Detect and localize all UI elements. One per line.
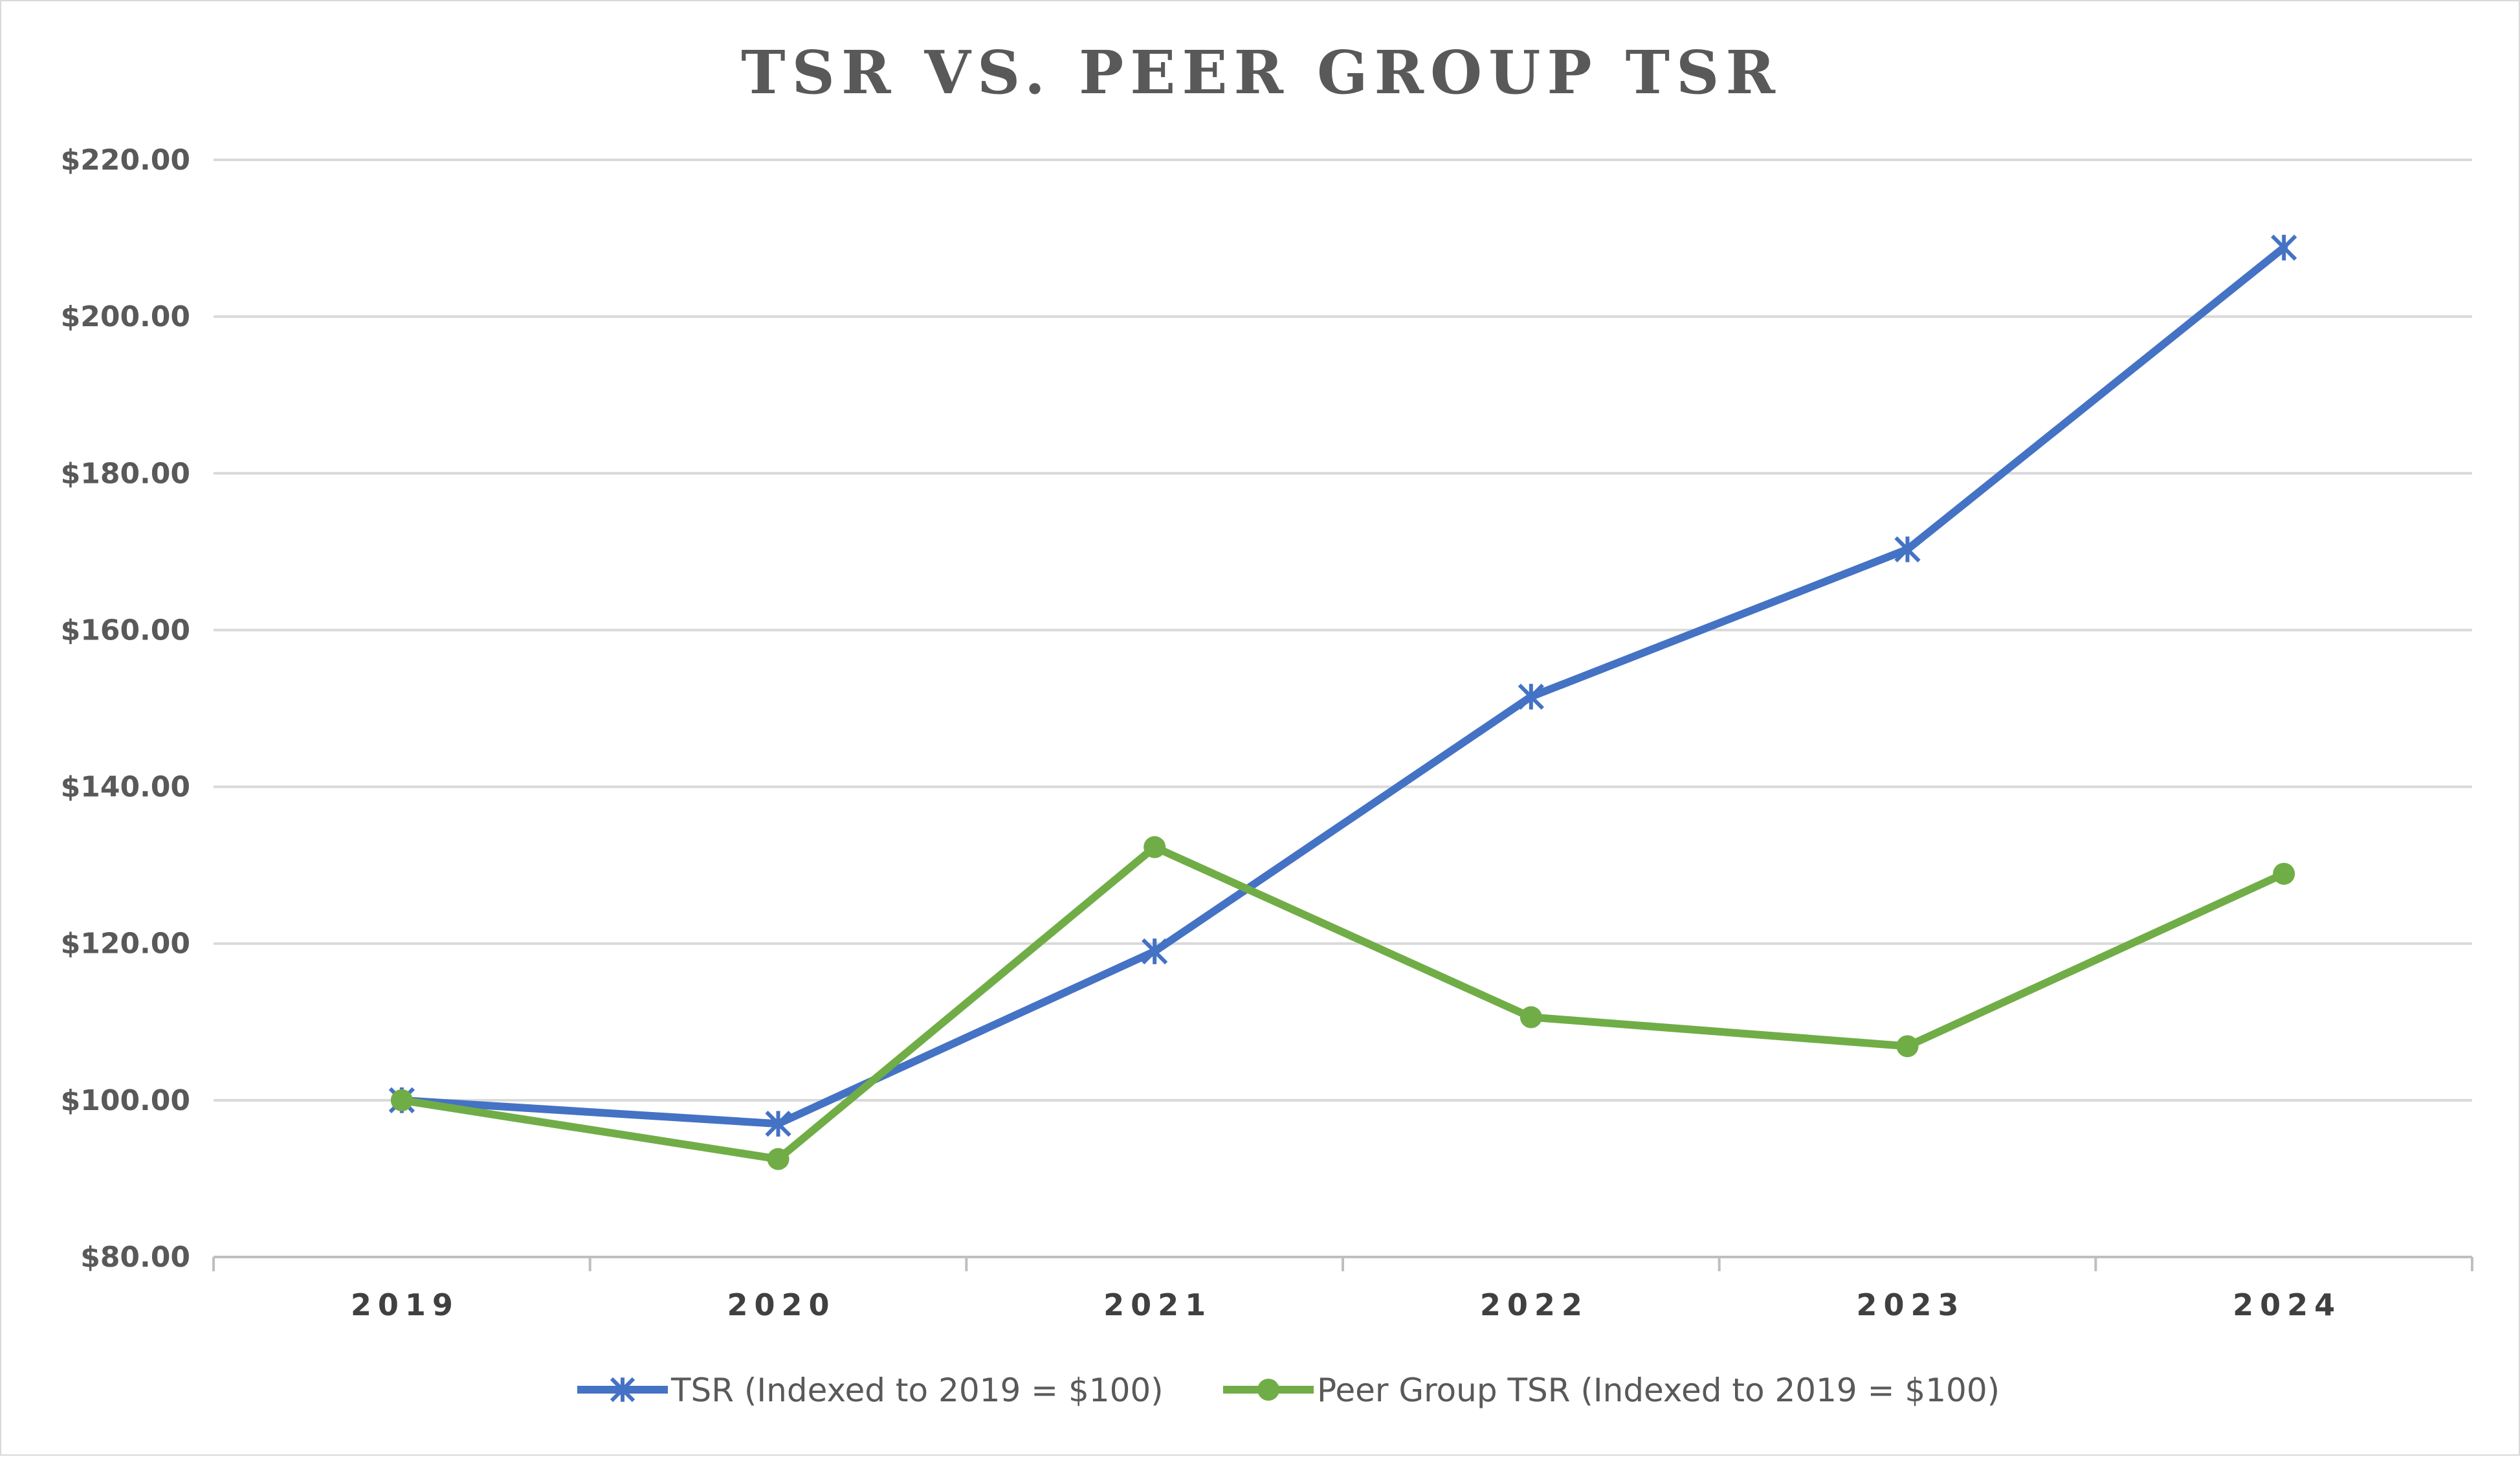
data-point-marker xyxy=(1142,938,1168,964)
data-point-marker xyxy=(1144,836,1166,858)
series-peer-group-tsr xyxy=(390,836,2295,1170)
series-line xyxy=(397,843,2288,1163)
x-axis xyxy=(212,1256,2473,1271)
y-axis-tick-labels: $80.00 $100.00 $120.00 $140.00 $160.00 $180.0… xyxy=(61,144,190,1274)
legend-swatch-marker xyxy=(1257,1379,1279,1401)
x-axis-tick-labels: 2019 2020 2021 2022 2023 2024 xyxy=(351,1287,2341,1322)
legend-item: TSR (Indexed to 2019 = $100) xyxy=(577,1372,1164,1409)
data-point-marker xyxy=(390,1089,413,1111)
y-tick-label: $140.00 xyxy=(61,771,190,804)
gridlines xyxy=(214,159,2472,1258)
legend-label: TSR (Indexed to 2019 = $100) xyxy=(670,1372,1164,1409)
y-tick-label: $180.00 xyxy=(61,457,190,490)
series-line xyxy=(397,243,2288,1128)
legend-item: Peer Group TSR (Indexed to 2019 = $100) xyxy=(1223,1372,2000,1409)
data-point-marker xyxy=(1518,684,1544,710)
data-point-marker xyxy=(2271,234,2297,261)
y-tick-label: $80.00 xyxy=(80,1241,190,1274)
data-point-marker xyxy=(610,1377,636,1403)
data-point-marker xyxy=(767,1148,790,1170)
data-point-marker xyxy=(1520,1006,1542,1029)
series-lines xyxy=(388,234,2297,1170)
x-tick-label: 2021 xyxy=(1103,1287,1212,1322)
x-tick-label: 2022 xyxy=(1480,1287,1589,1322)
data-point-marker xyxy=(2273,862,2295,885)
data-point-marker xyxy=(1896,1035,1919,1058)
data-point-marker xyxy=(1894,536,1921,562)
x-tick-label: 2023 xyxy=(1856,1287,1965,1322)
chart-title: TSR VS. PEER GROUP TSR xyxy=(741,38,1782,107)
x-tick-label: 2019 xyxy=(351,1287,459,1322)
x-tick-label: 2020 xyxy=(727,1287,835,1322)
x-tick-label: 2024 xyxy=(2233,1287,2341,1322)
legend: TSR (Indexed to 2019 = $100) Peer Group T… xyxy=(577,1372,2000,1409)
y-tick-label: $120.00 xyxy=(61,928,190,961)
y-tick-label: $200.00 xyxy=(61,300,190,333)
legend-label: Peer Group TSR (Indexed to 2019 = $100) xyxy=(1317,1372,2000,1409)
data-point-marker xyxy=(765,1111,791,1137)
y-tick-label: $100.00 xyxy=(61,1084,190,1117)
y-tick-label: $160.00 xyxy=(61,614,190,647)
y-tick-label: $220.00 xyxy=(61,144,190,177)
